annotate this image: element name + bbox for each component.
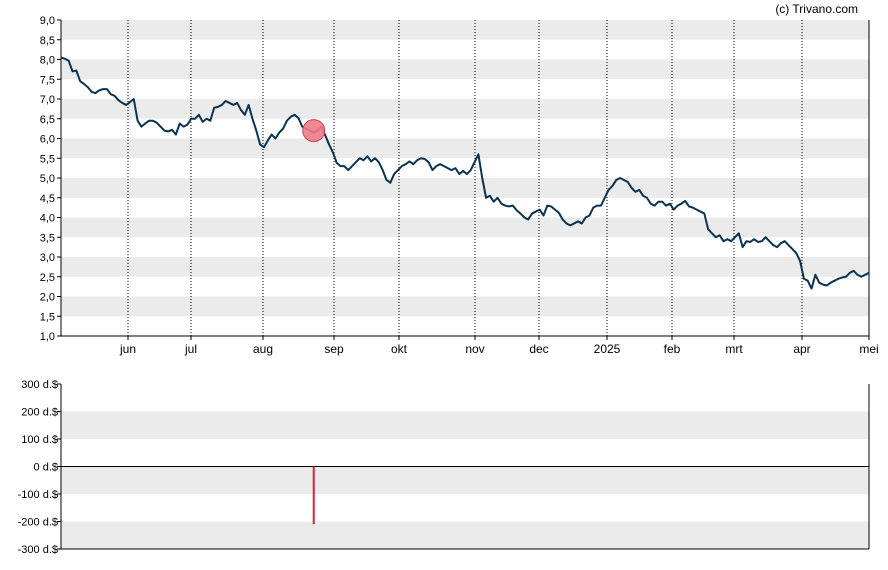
price-y-tick-label: 4,0 — [40, 213, 55, 225]
price-band — [61, 257, 869, 277]
price-band — [61, 59, 869, 80]
price-y-tick-label: 5,5 — [40, 153, 55, 165]
month-tick-label: feb — [664, 342, 681, 356]
month-tick-label: sep — [324, 342, 344, 356]
price-y-tick-label: 7,0 — [40, 94, 55, 106]
price-band — [61, 99, 869, 119]
price-band — [61, 178, 869, 198]
volume-band — [61, 466, 869, 494]
volume-band — [61, 411, 869, 439]
month-tick-label: jun — [119, 342, 136, 356]
price-y-tick-label: 6,5 — [40, 114, 55, 126]
volume-y-tick-label: -200 d.$ — [18, 517, 58, 529]
month-tick-label: dec — [529, 342, 548, 356]
volume-y-tick-label: 200 d.$ — [21, 407, 58, 419]
month-tick-label: mrt — [725, 342, 743, 356]
price-y-tick-label: 2,0 — [40, 292, 55, 304]
volume-y-tick-label: 100 d.$ — [21, 434, 58, 446]
volume-band — [61, 521, 869, 549]
price-y-tick-label: 1,5 — [40, 311, 55, 323]
month-tick-label: okt — [391, 342, 408, 356]
month-tick-label: apr — [793, 342, 810, 356]
month-tick-label: mei — [859, 342, 878, 356]
price-y-tick-label: 3,0 — [40, 252, 55, 264]
price-y-tick-label: 1,0 — [40, 331, 55, 343]
month-tick-label: aug — [253, 342, 273, 356]
credit-text: (c) Trivano.com — [775, 2, 858, 16]
price-line — [60, 56, 870, 290]
price-band — [61, 138, 869, 159]
price-band — [61, 217, 869, 238]
price-y-tick-label: 8,0 — [40, 55, 55, 67]
month-tick-label: 2025 — [594, 342, 621, 356]
volume-y-axis-ticks: 300 d.$ 200 d.$ 100 d.$ 0 d.$ -100 d.$ -200 d… — [18, 379, 61, 556]
price-y-tick-label: 3,5 — [40, 232, 55, 244]
volume-y-tick-label: -300 d.$ — [18, 544, 58, 556]
price-y-tick-label: 9,0 — [40, 15, 55, 27]
price-y-axis-ticks: 1,0 1,5 2,0 2,5 3,0 3,5 4,0 4,5 5,0 5,5 6,0 6,5 7,0 7… — [40, 15, 61, 343]
transaction-marker — [302, 119, 326, 143]
month-x-axis-ticks: jun jul aug sep okt nov dec 2025 feb mrt apr mei — [119, 336, 879, 356]
price-y-tick-label: 2,5 — [40, 272, 55, 284]
volume-chart-bands — [61, 411, 869, 549]
price-series-layer — [60, 56, 870, 290]
volume-y-tick-label: -100 d.$ — [18, 489, 58, 501]
price-chart-bands — [61, 20, 869, 317]
price-band — [61, 296, 869, 317]
month-tick-label: jul — [184, 342, 197, 356]
price-y-tick-label: 4,5 — [40, 193, 55, 205]
month-tick-label: nov — [465, 342, 484, 356]
volume-y-tick-label: 0 d.$ — [34, 462, 58, 474]
price-y-tick-label: 5,0 — [40, 173, 55, 185]
volume-y-tick-label: 300 d.$ — [21, 379, 58, 391]
price-band — [61, 20, 869, 40]
price-y-tick-label: 6,0 — [40, 134, 55, 146]
price-y-tick-label: 8,5 — [40, 35, 55, 47]
price-y-tick-label: 7,5 — [40, 74, 55, 86]
